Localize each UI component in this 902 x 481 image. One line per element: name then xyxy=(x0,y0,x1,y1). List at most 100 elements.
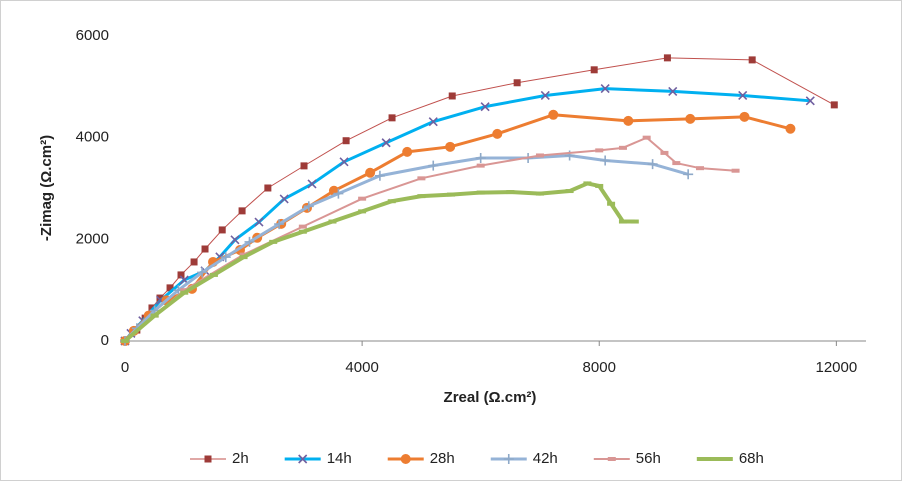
marker xyxy=(300,162,308,170)
marker xyxy=(535,153,544,158)
legend-marker xyxy=(607,457,616,461)
marker xyxy=(805,96,815,106)
marker xyxy=(668,86,678,96)
marker xyxy=(590,66,598,74)
marker xyxy=(685,113,696,124)
marker xyxy=(785,123,796,134)
marker xyxy=(358,209,367,214)
legend-marker xyxy=(298,454,308,464)
marker xyxy=(428,117,438,127)
marker xyxy=(660,150,669,155)
series-line xyxy=(123,153,689,343)
marker xyxy=(328,219,337,224)
marker xyxy=(642,135,651,140)
marker xyxy=(417,194,426,199)
marker xyxy=(595,183,604,188)
marker xyxy=(279,194,289,204)
marker xyxy=(506,190,515,195)
legend-label: 42h xyxy=(533,450,558,467)
marker xyxy=(180,290,189,295)
marker xyxy=(220,252,231,263)
marker xyxy=(696,166,705,171)
marker xyxy=(303,201,314,212)
marker xyxy=(274,219,285,230)
legend-label: 56h xyxy=(636,450,661,467)
marker xyxy=(201,245,209,253)
y-axis-title: -Zimag (Ω.cm²) xyxy=(38,135,55,241)
marker xyxy=(264,184,272,192)
marker xyxy=(388,114,396,122)
marker xyxy=(540,90,550,101)
marker xyxy=(600,155,611,166)
marker xyxy=(595,148,604,153)
legend-marker xyxy=(400,454,411,464)
marker xyxy=(513,79,521,87)
marker xyxy=(600,84,610,94)
y-tick-label: 4000 xyxy=(76,129,109,146)
marker xyxy=(475,153,486,163)
y-tick-label: 2000 xyxy=(76,230,109,247)
marker xyxy=(565,189,574,194)
marker xyxy=(342,137,350,145)
y-tick-label: 0 xyxy=(101,332,109,349)
x-tick-label: 4000 xyxy=(345,359,378,376)
marker xyxy=(739,111,750,122)
marker xyxy=(402,146,413,157)
legend-marker xyxy=(204,455,212,463)
marker xyxy=(830,101,838,109)
marker xyxy=(618,145,627,150)
marker xyxy=(535,191,544,196)
y-tick-label: 6000 xyxy=(76,27,109,44)
marker xyxy=(307,179,317,189)
marker xyxy=(381,138,391,148)
x-tick-label: 8000 xyxy=(583,359,616,376)
marker xyxy=(480,102,490,112)
x-tick-label: 0 xyxy=(121,359,129,376)
marker xyxy=(254,217,264,227)
legend-marker xyxy=(710,457,719,461)
marker xyxy=(738,90,748,101)
marker xyxy=(238,207,246,215)
marker xyxy=(150,313,159,318)
marker xyxy=(447,192,456,197)
marker xyxy=(230,235,240,245)
legend-marker xyxy=(503,454,514,464)
marker xyxy=(731,168,740,173)
marker xyxy=(239,255,248,260)
series xyxy=(121,54,838,345)
marker xyxy=(365,167,376,178)
series-line xyxy=(124,136,736,342)
marker xyxy=(298,229,307,234)
marker xyxy=(358,196,367,201)
marker xyxy=(583,181,592,186)
marker xyxy=(647,159,658,170)
legend-label: 14h xyxy=(327,450,352,467)
marker xyxy=(445,141,456,152)
marker xyxy=(269,239,278,244)
marker xyxy=(748,56,756,64)
marker xyxy=(374,170,385,181)
marker xyxy=(683,169,694,180)
marker xyxy=(121,339,129,343)
legend-label: 68h xyxy=(739,450,764,467)
marker xyxy=(197,267,208,278)
marker xyxy=(244,236,255,247)
marker xyxy=(548,109,559,120)
series xyxy=(120,150,694,346)
marker xyxy=(177,271,185,279)
marker xyxy=(607,201,616,206)
marker xyxy=(448,92,456,100)
marker xyxy=(239,252,248,257)
legend-label: 28h xyxy=(430,450,455,467)
marker xyxy=(166,284,174,292)
marker xyxy=(180,288,189,293)
marker xyxy=(476,163,485,168)
marker xyxy=(339,157,349,167)
marker xyxy=(476,190,485,195)
marker xyxy=(190,258,198,266)
marker xyxy=(630,219,639,224)
marker xyxy=(209,272,218,277)
marker xyxy=(672,161,681,166)
